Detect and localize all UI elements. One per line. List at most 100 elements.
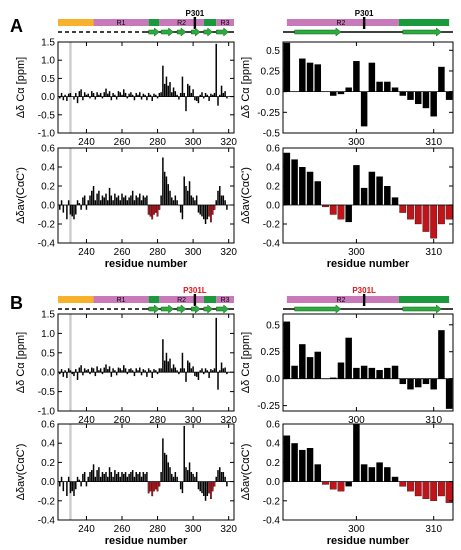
bar xyxy=(299,58,306,92)
bar xyxy=(185,96,187,112)
y-tick-label: 0.4 xyxy=(266,439,280,450)
bar xyxy=(78,91,81,97)
bar xyxy=(162,339,164,373)
bar xyxy=(211,94,214,97)
domain-header-full-A: R1 R2 R3 P301 xyxy=(58,9,234,37)
bar xyxy=(407,481,414,492)
bar xyxy=(78,367,81,373)
bar xyxy=(171,368,173,373)
bar xyxy=(197,372,200,380)
bar xyxy=(197,481,200,490)
bar xyxy=(224,367,226,373)
bar xyxy=(142,369,145,373)
beta-strand-arrow xyxy=(203,27,214,37)
bar xyxy=(163,171,166,205)
bar xyxy=(94,200,97,205)
bar xyxy=(87,93,89,97)
bar xyxy=(217,470,219,482)
bar xyxy=(92,368,95,373)
bar xyxy=(445,204,453,220)
bar xyxy=(215,317,217,373)
bar xyxy=(131,370,134,373)
bar xyxy=(153,93,155,97)
bar xyxy=(360,464,368,482)
beta-strand-arrow xyxy=(203,304,214,314)
y-tick-label: -0.25 xyxy=(257,401,280,412)
bar xyxy=(209,204,212,223)
bar xyxy=(206,370,209,373)
bar xyxy=(179,481,182,490)
bar xyxy=(135,92,137,97)
bar xyxy=(190,472,193,482)
y-tick-label: -0.4 xyxy=(263,239,281,250)
x-tick-label: 280 xyxy=(149,415,166,426)
x-tick-label: 240 xyxy=(78,524,95,535)
bar xyxy=(91,470,93,482)
bar xyxy=(430,481,438,501)
bar xyxy=(337,91,345,95)
bar xyxy=(151,204,154,220)
bar xyxy=(376,81,383,92)
bar xyxy=(194,96,196,101)
bar xyxy=(167,184,169,205)
bar xyxy=(75,205,77,215)
y-axis-title: Δδ Cα [ppm] xyxy=(240,57,252,118)
y-tick-label: 0.6 xyxy=(266,144,280,155)
bar xyxy=(345,481,352,487)
bar xyxy=(108,366,111,373)
bar xyxy=(158,204,161,210)
bar xyxy=(187,83,189,97)
beta-strand-arrow xyxy=(215,27,230,37)
bar xyxy=(345,87,352,92)
bar xyxy=(183,425,185,482)
bar xyxy=(219,467,221,482)
x-tick-label: 240 xyxy=(78,415,95,426)
bar xyxy=(73,96,75,100)
bar xyxy=(226,205,228,210)
bar xyxy=(131,94,134,97)
bar xyxy=(183,176,185,205)
bar xyxy=(99,92,102,97)
bar xyxy=(73,205,75,220)
bar xyxy=(137,197,139,205)
bar xyxy=(187,470,189,482)
x-tick-label: 310 xyxy=(425,137,442,148)
x-tick-label: 300 xyxy=(185,415,202,426)
bar xyxy=(76,476,79,482)
bar xyxy=(119,200,121,205)
y-tick-label: 1.5 xyxy=(41,38,55,49)
bar xyxy=(181,76,184,97)
bar xyxy=(75,369,77,373)
bar xyxy=(185,186,187,205)
y-tick-label: 0.2 xyxy=(41,182,55,193)
bar xyxy=(99,368,102,373)
bar xyxy=(211,370,214,373)
domain-segment xyxy=(58,19,94,26)
bar xyxy=(154,481,157,490)
bar xyxy=(146,195,148,205)
beta-strand-arrow xyxy=(176,304,187,314)
bar xyxy=(149,481,152,492)
x-tick-label: 260 xyxy=(114,137,131,148)
y-tick-label: 0.4 xyxy=(41,163,55,174)
y-tick-label: 1.0 xyxy=(41,56,55,67)
bar xyxy=(126,476,129,482)
bar xyxy=(169,190,171,205)
bar xyxy=(171,473,173,482)
bar xyxy=(391,476,399,482)
bar xyxy=(217,372,219,390)
bar xyxy=(59,372,61,375)
y-tick-label: 0.5 xyxy=(41,74,55,85)
bar xyxy=(399,91,407,96)
bar xyxy=(107,476,109,482)
bar xyxy=(213,92,216,97)
bar xyxy=(59,96,61,99)
bar xyxy=(108,91,111,97)
bar xyxy=(211,481,214,492)
bar xyxy=(137,473,139,482)
bar xyxy=(112,200,114,205)
panel-letter-b: B xyxy=(10,293,23,313)
bar xyxy=(153,204,155,215)
bar xyxy=(414,481,422,497)
y-tick-label: 0.0 xyxy=(266,477,280,488)
